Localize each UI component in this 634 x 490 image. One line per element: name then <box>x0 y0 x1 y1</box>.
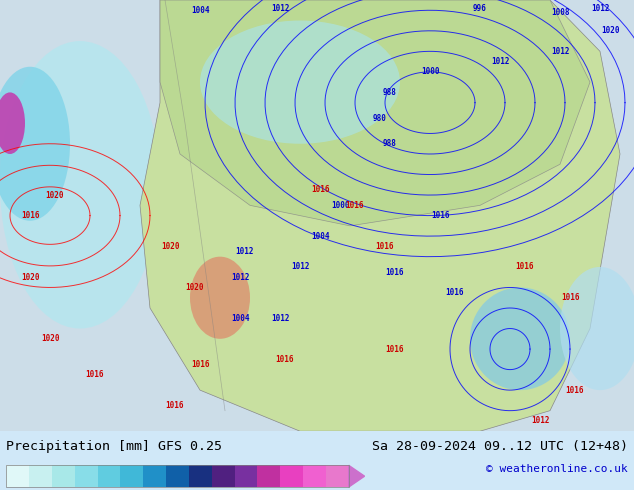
Text: 1020: 1020 <box>41 334 59 343</box>
Ellipse shape <box>0 41 160 328</box>
Text: 1016: 1016 <box>376 242 394 251</box>
Text: 1012: 1012 <box>236 247 254 256</box>
Text: 1016: 1016 <box>515 263 534 271</box>
Text: 1008: 1008 <box>551 8 569 17</box>
Bar <box>166 466 189 487</box>
Text: 1016: 1016 <box>446 288 464 297</box>
Text: 1016: 1016 <box>276 355 294 364</box>
Text: 1020: 1020 <box>186 283 204 292</box>
Text: 1012: 1012 <box>531 416 549 425</box>
Bar <box>326 466 349 487</box>
Text: 1020: 1020 <box>46 191 64 199</box>
Text: 1020: 1020 <box>21 273 39 282</box>
Text: 1016: 1016 <box>430 211 450 220</box>
Bar <box>29 466 52 487</box>
Ellipse shape <box>0 67 70 220</box>
Ellipse shape <box>0 93 25 154</box>
Text: 1016: 1016 <box>191 360 209 369</box>
Text: 1012: 1012 <box>291 263 309 271</box>
Text: 1016: 1016 <box>165 401 184 410</box>
Text: 1000: 1000 <box>421 67 439 76</box>
Text: Precipitation [mm] GFS 0.25: Precipitation [mm] GFS 0.25 <box>6 440 223 453</box>
Ellipse shape <box>190 257 250 339</box>
Bar <box>98 466 120 487</box>
Text: 1016: 1016 <box>385 344 404 354</box>
Text: 1016: 1016 <box>311 185 329 195</box>
Bar <box>189 466 212 487</box>
Text: 988: 988 <box>383 139 397 148</box>
Text: 1016: 1016 <box>21 211 39 220</box>
Bar <box>303 466 326 487</box>
Text: 1016: 1016 <box>560 293 579 302</box>
Bar <box>280 466 303 487</box>
Text: © weatheronline.co.uk: © weatheronline.co.uk <box>486 465 628 474</box>
Text: 1004: 1004 <box>231 314 249 323</box>
Text: 1004: 1004 <box>191 6 209 15</box>
Bar <box>212 466 235 487</box>
Ellipse shape <box>560 267 634 390</box>
Text: 1004: 1004 <box>311 232 329 241</box>
Polygon shape <box>349 466 365 487</box>
Bar <box>257 466 280 487</box>
Text: 1012: 1012 <box>491 57 509 66</box>
Text: 1016: 1016 <box>566 386 585 394</box>
Polygon shape <box>160 0 590 226</box>
Ellipse shape <box>200 21 400 144</box>
Text: 980: 980 <box>373 114 387 122</box>
Text: 1016: 1016 <box>346 201 365 210</box>
Text: 1012: 1012 <box>591 4 609 13</box>
Bar <box>52 466 75 487</box>
Text: 988: 988 <box>383 88 397 97</box>
Text: 1020: 1020 <box>161 242 179 251</box>
Text: 1012: 1012 <box>271 314 289 323</box>
Bar <box>120 466 143 487</box>
Text: 1020: 1020 <box>601 26 619 35</box>
Ellipse shape <box>470 288 570 390</box>
Text: Sa 28-09-2024 09..12 UTC (12+48): Sa 28-09-2024 09..12 UTC (12+48) <box>372 440 628 453</box>
Bar <box>235 466 257 487</box>
Text: 1012: 1012 <box>231 273 249 282</box>
Text: 996: 996 <box>473 4 487 13</box>
Text: 1016: 1016 <box>385 268 404 276</box>
Bar <box>75 466 98 487</box>
Text: 1000: 1000 <box>331 201 349 210</box>
Text: 1016: 1016 <box>86 370 104 379</box>
Bar <box>143 466 166 487</box>
Text: 1012: 1012 <box>551 47 569 56</box>
Bar <box>6 466 29 487</box>
Text: 1012: 1012 <box>271 4 289 13</box>
Polygon shape <box>140 0 620 431</box>
